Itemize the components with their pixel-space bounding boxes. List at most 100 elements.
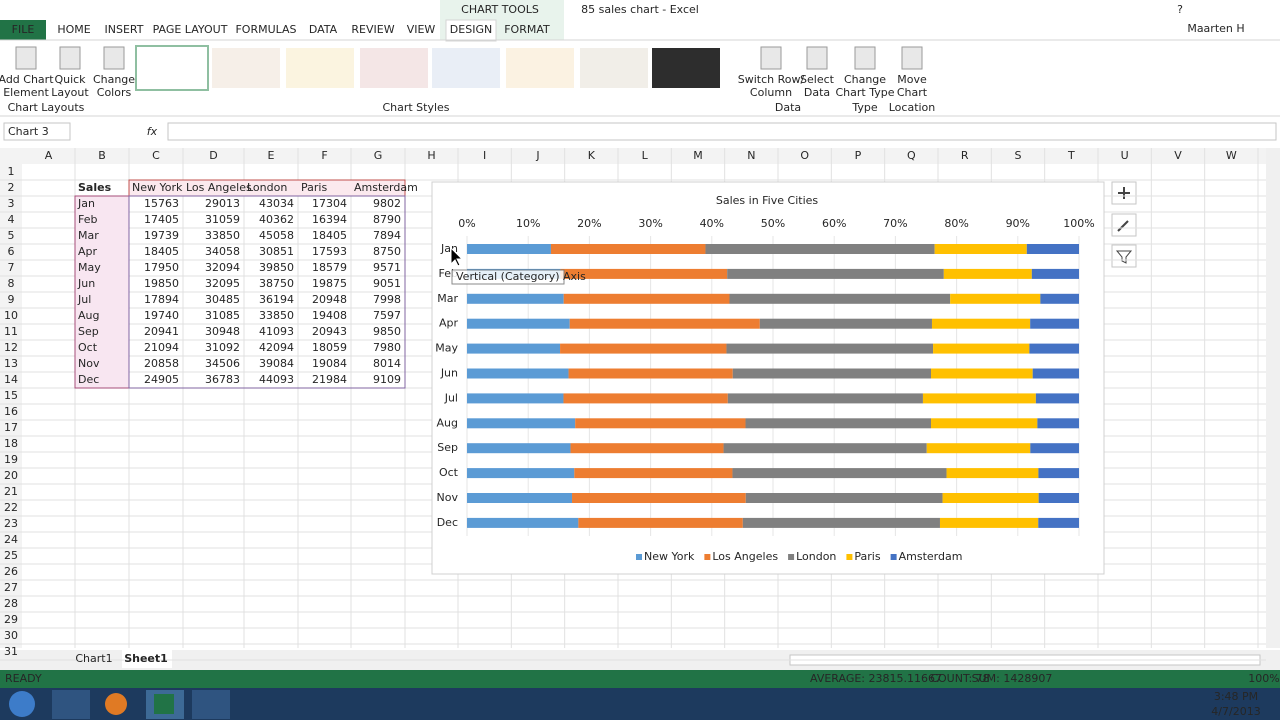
column-header[interactable]: V bbox=[1174, 149, 1182, 162]
cell[interactable]: Dec bbox=[78, 373, 99, 386]
cell[interactable]: 31092 bbox=[205, 341, 240, 354]
ribbon-tab[interactable]: PAGE LAYOUT bbox=[153, 23, 228, 36]
name-box[interactable] bbox=[3, 122, 71, 141]
cell[interactable]: 39084 bbox=[259, 357, 294, 370]
cell[interactable]: 21984 bbox=[312, 373, 347, 386]
ribbon-tab[interactable]: DATA bbox=[309, 23, 338, 36]
button-icon[interactable] bbox=[103, 46, 125, 70]
cell[interactable]: Aug bbox=[78, 309, 99, 322]
cell[interactable]: 39850 bbox=[259, 261, 294, 274]
cell[interactable]: 7597 bbox=[373, 309, 401, 322]
ribbon-button-label[interactable]: Switch Row/ bbox=[738, 73, 805, 86]
style-thumb[interactable] bbox=[652, 48, 720, 88]
ribbon-button-label[interactable]: Chart Type bbox=[836, 86, 895, 99]
cell[interactable]: 19084 bbox=[312, 357, 347, 370]
column-header[interactable]: H bbox=[427, 149, 435, 162]
row-header[interactable]: 21 bbox=[4, 485, 18, 498]
cell[interactable]: Sep bbox=[78, 325, 99, 338]
row-header[interactable]: 29 bbox=[4, 613, 18, 626]
column-header[interactable]: U bbox=[1121, 149, 1129, 162]
ribbon-button-label[interactable]: Column bbox=[750, 86, 792, 99]
cell[interactable]: 7894 bbox=[373, 229, 401, 242]
cell[interactable]: 7998 bbox=[373, 293, 401, 306]
cell[interactable]: 41093 bbox=[259, 325, 294, 338]
design-tab-bg[interactable] bbox=[445, 19, 497, 42]
status-zoom[interactable]: 100% bbox=[1248, 672, 1279, 685]
task-firefox[interactable] bbox=[105, 693, 127, 715]
active-sheet-tab[interactable] bbox=[122, 650, 172, 668]
cell[interactable]: 31085 bbox=[205, 309, 240, 322]
cell[interactable]: Los Angeles bbox=[186, 181, 252, 194]
column-header[interactable]: N bbox=[747, 149, 755, 162]
row-header[interactable]: 25 bbox=[4, 549, 18, 562]
cell[interactable]: 44093 bbox=[259, 373, 294, 386]
cell[interactable]: 18059 bbox=[312, 341, 347, 354]
style-thumb[interactable] bbox=[360, 48, 428, 88]
style-thumb[interactable] bbox=[135, 45, 209, 91]
column-header[interactable]: Q bbox=[907, 149, 916, 162]
column-header[interactable]: B bbox=[98, 149, 106, 162]
cell[interactable]: 16394 bbox=[312, 213, 347, 226]
ribbon-button-label[interactable]: Move bbox=[897, 73, 927, 86]
cell[interactable]: 24905 bbox=[144, 373, 179, 386]
cell[interactable]: 20941 bbox=[144, 325, 179, 338]
cell[interactable]: 20943 bbox=[312, 325, 347, 338]
cell[interactable]: 18405 bbox=[144, 245, 179, 258]
start-button[interactable] bbox=[9, 691, 35, 717]
file-tab-bg[interactable] bbox=[0, 20, 46, 40]
column-header[interactable]: W bbox=[1226, 149, 1237, 162]
cell[interactable]: 17304 bbox=[312, 197, 347, 210]
cell[interactable]: 33850 bbox=[205, 229, 240, 242]
cell[interactable]: Jan bbox=[77, 197, 95, 210]
column-header[interactable]: E bbox=[268, 149, 275, 162]
cell[interactable]: 18579 bbox=[312, 261, 347, 274]
cell[interactable]: 42094 bbox=[259, 341, 294, 354]
cell[interactable]: London bbox=[247, 181, 287, 194]
ribbon-tab[interactable]: FORMULAS bbox=[235, 23, 296, 36]
cell[interactable]: 8014 bbox=[373, 357, 401, 370]
cell[interactable]: 9571 bbox=[373, 261, 401, 274]
cell[interactable]: 15763 bbox=[144, 197, 179, 210]
cell[interactable]: Mar bbox=[78, 229, 99, 242]
row-header[interactable]: 22 bbox=[4, 501, 18, 514]
row-header[interactable]: 10 bbox=[4, 309, 18, 322]
column-header[interactable]: D bbox=[209, 149, 217, 162]
ribbon-tab[interactable]: DESIGN bbox=[450, 23, 492, 36]
cell[interactable]: 8750 bbox=[373, 245, 401, 258]
column-header[interactable]: M bbox=[693, 149, 703, 162]
row-header[interactable]: 12 bbox=[4, 341, 18, 354]
cell[interactable]: 36783 bbox=[205, 373, 240, 386]
v-scrollbar[interactable] bbox=[1266, 148, 1280, 648]
column-header[interactable]: G bbox=[374, 149, 383, 162]
cell[interactable]: Feb bbox=[78, 213, 97, 226]
column-header[interactable]: J bbox=[535, 149, 539, 162]
row-header[interactable]: 6 bbox=[8, 245, 15, 258]
cell[interactable]: 7980 bbox=[373, 341, 401, 354]
cell[interactable]: 9802 bbox=[373, 197, 401, 210]
cell[interactable]: 9850 bbox=[373, 325, 401, 338]
cell[interactable]: Jul bbox=[77, 293, 91, 306]
ribbon-tab[interactable]: INSERT bbox=[105, 23, 144, 36]
task-explorer[interactable] bbox=[52, 690, 90, 719]
row-header[interactable]: 5 bbox=[8, 229, 15, 242]
style-thumb[interactable] bbox=[286, 48, 354, 88]
row-header[interactable]: 14 bbox=[4, 373, 18, 386]
style-thumb[interactable] bbox=[580, 48, 648, 88]
row-header[interactable]: 30 bbox=[4, 629, 18, 642]
style-thumb[interactable] bbox=[212, 48, 280, 88]
row-header[interactable]: 7 bbox=[8, 261, 15, 274]
sheet-tab[interactable]: Chart1 bbox=[75, 652, 112, 665]
row-header[interactable]: 13 bbox=[4, 357, 18, 370]
cell[interactable]: 17950 bbox=[144, 261, 179, 274]
cell[interactable]: 17894 bbox=[144, 293, 179, 306]
cell[interactable]: 34058 bbox=[205, 245, 240, 258]
ribbon-button-label[interactable]: Quick bbox=[54, 73, 86, 86]
cell[interactable]: 19740 bbox=[144, 309, 179, 322]
cell[interactable]: New York bbox=[132, 181, 183, 194]
cell[interactable]: 31059 bbox=[205, 213, 240, 226]
row-header[interactable]: 23 bbox=[4, 517, 18, 530]
row-header[interactable]: 9 bbox=[8, 293, 15, 306]
cell[interactable]: 19875 bbox=[312, 277, 347, 290]
ribbon-tab[interactable]: VIEW bbox=[407, 23, 436, 36]
cell[interactable]: 32095 bbox=[205, 277, 240, 290]
